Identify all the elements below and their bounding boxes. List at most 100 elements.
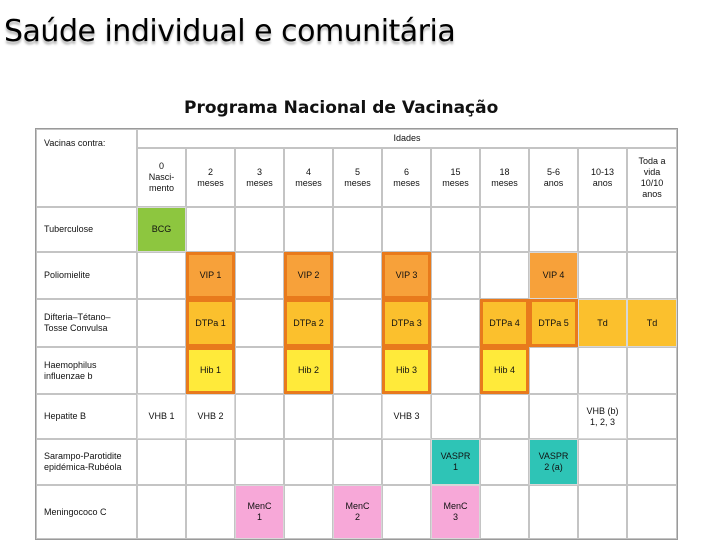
- age-header: 18 meses: [480, 148, 529, 207]
- age-header: 10-13 anos: [578, 148, 627, 207]
- empty-cell: [333, 347, 382, 394]
- empty-cell: [137, 299, 186, 347]
- vaccination-table-frame: Vacinas contra: Idades 0 Nasci- mento 2 mes…: [35, 128, 678, 540]
- empty-cell: [627, 439, 677, 485]
- empty-cell: [235, 439, 284, 485]
- empty-cell: [137, 439, 186, 485]
- empty-cell: [186, 485, 235, 539]
- vaccine-dose-cell: BCG: [137, 207, 186, 252]
- empty-cell: [627, 252, 677, 299]
- empty-cell: [627, 347, 677, 394]
- empty-cell: [186, 207, 235, 252]
- vaccine-dose-cell: VASPR 1: [431, 439, 480, 485]
- vaccine-dose-cell: VHB 2: [186, 394, 235, 439]
- vaccine-dose-cell: VIP 4: [529, 252, 578, 299]
- empty-cell: [431, 207, 480, 252]
- age-header: 15 meses: [431, 148, 480, 207]
- vaccine-dose-cell: DTPa 2: [284, 299, 333, 347]
- vaccine-dose-cell: Hib 2: [284, 347, 333, 394]
- age-header: Toda a vida 10/10 anos: [627, 148, 677, 207]
- vaccine-dose-cell: DTPa 3: [382, 299, 431, 347]
- vaccine-dose-cell: Td: [627, 299, 677, 347]
- empty-cell: [235, 207, 284, 252]
- empty-cell: [333, 439, 382, 485]
- empty-cell: [284, 394, 333, 439]
- vaccine-dose-cell: VHB 1: [137, 394, 186, 439]
- empty-cell: [382, 439, 431, 485]
- empty-cell: [235, 347, 284, 394]
- empty-cell: [480, 439, 529, 485]
- empty-cell: [284, 207, 333, 252]
- empty-cell: [627, 207, 677, 252]
- empty-cell: [284, 485, 333, 539]
- vaccine-dose-cell: MenC 1: [235, 485, 284, 539]
- empty-cell: [431, 394, 480, 439]
- age-header: 4 meses: [284, 148, 333, 207]
- vaccine-dose-cell: Hib 4: [480, 347, 529, 394]
- age-header: 5-6 anos: [529, 148, 578, 207]
- vaccine-dose-cell: VHB (b) 1, 2, 3: [578, 394, 627, 439]
- vaccine-dose-cell: MenC 3: [431, 485, 480, 539]
- empty-cell: [529, 485, 578, 539]
- empty-cell: [480, 485, 529, 539]
- empty-cell: [382, 485, 431, 539]
- vaccine-dose-cell: DTPa 5: [529, 299, 578, 347]
- row-label-vaccine: Difteria–Tétano– Tosse Convulsa: [36, 299, 137, 347]
- empty-cell: [578, 207, 627, 252]
- empty-cell: [480, 394, 529, 439]
- empty-cell: [480, 207, 529, 252]
- age-header: 2 meses: [186, 148, 235, 207]
- vaccine-dose-cell: VHB 3: [382, 394, 431, 439]
- empty-cell: [431, 252, 480, 299]
- empty-cell: [480, 252, 529, 299]
- vaccine-dose-cell: DTPa 1: [186, 299, 235, 347]
- vaccination-schedule-table: Vacinas contra: Idades 0 Nasci- mento 2 mes…: [36, 129, 677, 539]
- column-header-idades: Idades: [137, 129, 677, 148]
- row-label-vaccine: Haemophilus influenzae b: [36, 347, 137, 394]
- vaccine-dose-cell: DTPa 4: [480, 299, 529, 347]
- empty-cell: [186, 439, 235, 485]
- empty-cell: [578, 439, 627, 485]
- empty-cell: [137, 252, 186, 299]
- vaccine-dose-cell: VASPR 2 (a): [529, 439, 578, 485]
- empty-cell: [235, 252, 284, 299]
- empty-cell: [431, 347, 480, 394]
- vaccine-dose-cell: Hib 1: [186, 347, 235, 394]
- vaccine-dose-cell: VIP 2: [284, 252, 333, 299]
- empty-cell: [137, 347, 186, 394]
- row-label-vaccine: Poliomielite: [36, 252, 137, 299]
- vaccine-dose-cell: VIP 3: [382, 252, 431, 299]
- empty-cell: [333, 394, 382, 439]
- empty-cell: [627, 485, 677, 539]
- empty-cell: [578, 485, 627, 539]
- column-header-vaccines: Vacinas contra:: [36, 129, 137, 207]
- slide-title: Saúde individual e comunitária: [4, 14, 456, 49]
- age-header: 5 meses: [333, 148, 382, 207]
- empty-cell: [382, 207, 431, 252]
- age-header: 0 Nasci- mento: [137, 148, 186, 207]
- empty-cell: [578, 252, 627, 299]
- row-label-vaccine: Hepatite B: [36, 394, 137, 439]
- row-label-vaccine: Sarampo-Parotidite epidémica-Rubéola: [36, 439, 137, 485]
- empty-cell: [578, 347, 627, 394]
- table-title: Programa Nacional de Vacinação: [184, 98, 499, 118]
- row-label-vaccine: Tuberculose: [36, 207, 137, 252]
- empty-cell: [333, 252, 382, 299]
- row-label-vaccine: Meningococo C: [36, 485, 137, 539]
- empty-cell: [627, 394, 677, 439]
- vaccine-dose-cell: VIP 1: [186, 252, 235, 299]
- empty-cell: [235, 299, 284, 347]
- vaccine-dose-cell: Td: [578, 299, 627, 347]
- empty-cell: [235, 394, 284, 439]
- vaccine-dose-cell: Hib 3: [382, 347, 431, 394]
- empty-cell: [529, 207, 578, 252]
- age-header: 6 meses: [382, 148, 431, 207]
- empty-cell: [529, 347, 578, 394]
- empty-cell: [284, 439, 333, 485]
- empty-cell: [137, 485, 186, 539]
- empty-cell: [431, 299, 480, 347]
- age-header: 3 meses: [235, 148, 284, 207]
- empty-cell: [333, 299, 382, 347]
- empty-cell: [333, 207, 382, 252]
- vaccine-dose-cell: MenC 2: [333, 485, 382, 539]
